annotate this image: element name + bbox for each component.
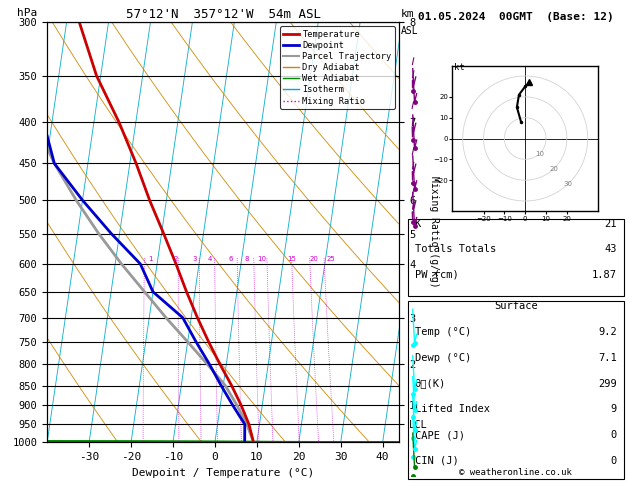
Text: 01.05.2024  00GMT  (Base: 12): 01.05.2024 00GMT (Base: 12): [418, 12, 614, 22]
Text: 8: 8: [245, 256, 250, 262]
Text: Dewp (°C): Dewp (°C): [415, 353, 470, 363]
Text: K: K: [415, 219, 421, 228]
Text: 21: 21: [604, 219, 617, 228]
Text: 1: 1: [148, 256, 153, 262]
Text: hPa: hPa: [17, 8, 38, 17]
Text: 0: 0: [611, 456, 617, 466]
Text: 20: 20: [549, 166, 558, 172]
Text: 20: 20: [310, 256, 319, 262]
Text: 9: 9: [611, 404, 617, 414]
Text: 25: 25: [326, 256, 335, 262]
Text: 10: 10: [257, 256, 267, 262]
Bar: [408, 301, 624, 479]
Text: PW (cm): PW (cm): [415, 270, 459, 280]
Text: ASL: ASL: [401, 26, 418, 36]
Text: 2: 2: [174, 256, 178, 262]
Text: 4: 4: [208, 256, 212, 262]
Text: Lifted Index: Lifted Index: [415, 404, 489, 414]
Text: 9.2: 9.2: [598, 327, 617, 337]
Text: Totals Totals: Totals Totals: [415, 244, 496, 254]
Text: CAPE (J): CAPE (J): [415, 430, 464, 440]
Text: Surface: Surface: [494, 301, 538, 312]
Text: km: km: [401, 9, 414, 19]
Text: 3: 3: [192, 256, 197, 262]
Text: 30: 30: [563, 181, 572, 187]
Text: © weatheronline.co.uk: © weatheronline.co.uk: [459, 469, 572, 477]
X-axis label: Dewpoint / Temperature (°C): Dewpoint / Temperature (°C): [132, 468, 314, 478]
Text: Temp (°C): Temp (°C): [415, 327, 470, 337]
Text: θᴇ(K): θᴇ(K): [415, 379, 446, 389]
Text: 299: 299: [598, 379, 617, 389]
Legend: Temperature, Dewpoint, Parcel Trajectory, Dry Adiabat, Wet Adiabat, Isotherm, Mi: Temperature, Dewpoint, Parcel Trajectory…: [280, 26, 395, 109]
Text: CIN (J): CIN (J): [415, 456, 459, 466]
Title: 57°12'N  357°12'W  54m ASL: 57°12'N 357°12'W 54m ASL: [126, 8, 321, 21]
Bar: [408, 219, 624, 295]
Text: 6: 6: [228, 256, 233, 262]
Text: 15: 15: [287, 256, 296, 262]
Text: 43: 43: [604, 244, 617, 254]
Text: 10: 10: [535, 151, 544, 156]
Y-axis label: Mixing Ratio (g/kg): Mixing Ratio (g/kg): [429, 176, 439, 288]
Text: 7.1: 7.1: [598, 353, 617, 363]
Text: 0: 0: [611, 430, 617, 440]
Text: kt: kt: [454, 63, 465, 72]
Text: 1.87: 1.87: [592, 270, 617, 280]
